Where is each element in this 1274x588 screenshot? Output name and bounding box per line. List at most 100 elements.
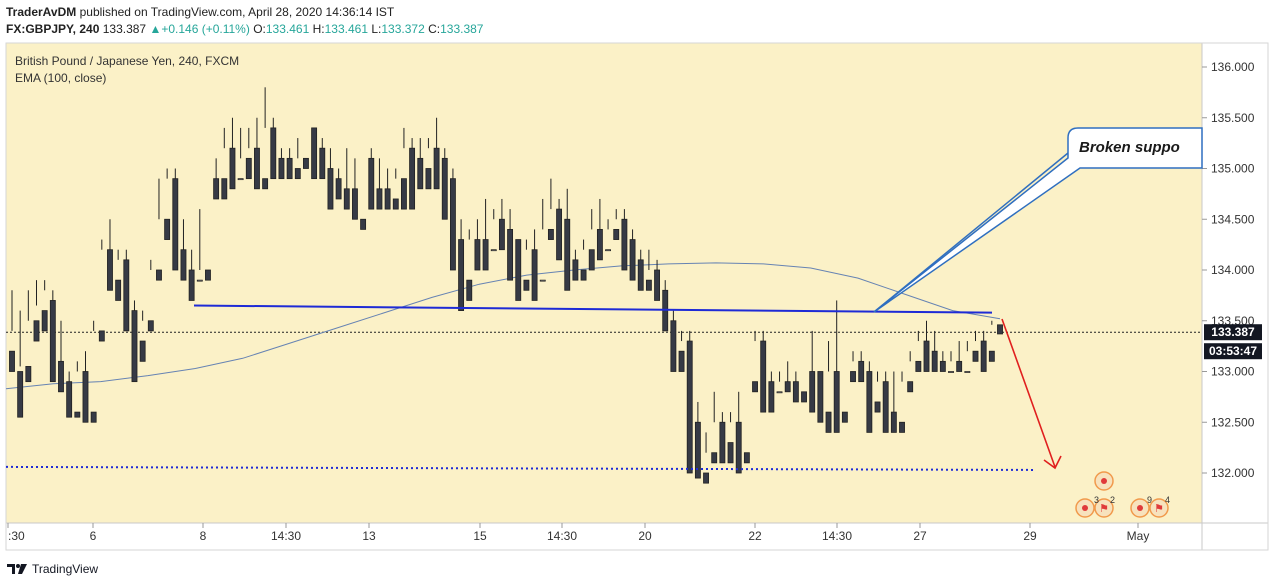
candle-body — [343, 188, 350, 210]
candle-body — [335, 178, 342, 200]
callout-pointer — [873, 152, 1069, 313]
candle-body — [727, 442, 734, 464]
event-markers[interactable]: ⚑ 3 2 ⚑ 9 4 — [1075, 471, 1170, 518]
x-tick-label: :30 — [8, 529, 25, 543]
candle-body — [286, 157, 293, 180]
candle-body — [515, 239, 522, 301]
candle-body — [980, 340, 987, 372]
candle-body — [303, 157, 309, 169]
candle-body — [180, 249, 187, 281]
candle-body — [107, 249, 113, 291]
candle-body — [278, 157, 285, 180]
publish-info: TraderAvDM published on TradingView.com,… — [6, 5, 394, 19]
event-marker-icon[interactable] — [1149, 498, 1169, 518]
candle-body — [507, 228, 514, 281]
price-chart[interactable]: 136.000135.500135.000134.500134.000133.5… — [0, 40, 1274, 552]
symbol-label: FX:GBPJPY, 240 — [6, 22, 100, 36]
candle-body — [66, 381, 73, 418]
candle-body — [997, 324, 1003, 335]
callout[interactable]: Broken suppo — [873, 127, 1203, 313]
publish-text: published on TradingView.com, April 28, … — [79, 5, 395, 19]
event-marker-icon[interactable] — [1094, 498, 1114, 518]
candle-body — [466, 279, 473, 301]
candle-body — [498, 218, 505, 251]
candle-body — [752, 381, 758, 393]
y-tick-label: 133.000 — [1211, 365, 1255, 379]
candle-body — [523, 279, 530, 291]
candle-body — [237, 178, 244, 181]
x-tick-label: 20 — [638, 529, 652, 543]
candle-body — [417, 157, 424, 190]
ema-line[interactable] — [5, 262, 1001, 390]
candle-body — [833, 371, 840, 433]
event-dot-icon — [1082, 505, 1088, 511]
x-tick-label: 27 — [913, 529, 927, 543]
candle-body — [58, 360, 64, 393]
candle-body — [547, 228, 554, 240]
candles[interactable] — [9, 87, 1003, 484]
tradingview-logo-icon[interactable] — [6, 562, 28, 576]
support-line[interactable] — [193, 304, 993, 314]
y-tick-label: 135.000 — [1211, 162, 1255, 176]
flag-dot-icon — [1101, 478, 1107, 484]
x-tick-label: 29 — [1023, 529, 1037, 543]
candle-body — [123, 259, 130, 332]
candle-body — [678, 350, 685, 372]
candle-body — [441, 157, 448, 220]
candle-body — [172, 178, 179, 271]
candle-body — [25, 366, 32, 383]
y-tick-label: 132.500 — [1211, 415, 1255, 429]
candle-body — [327, 168, 334, 210]
candle-body — [17, 371, 24, 418]
target-line[interactable] — [5, 465, 1035, 471]
candle-body — [376, 188, 383, 210]
candle-body — [564, 218, 571, 291]
plot-area[interactable] — [6, 43, 1202, 523]
candle-body — [915, 360, 922, 372]
candle-body — [270, 127, 277, 180]
candle-body — [401, 178, 407, 210]
candle-body — [9, 350, 15, 372]
candle-body — [923, 340, 930, 372]
candle-body — [841, 411, 848, 423]
x-tick-label: 22 — [748, 529, 762, 543]
up-arrow-icon: ▲ — [149, 22, 162, 36]
candle-body — [964, 371, 971, 373]
tradingview-brand[interactable]: TradingView — [32, 562, 99, 576]
candle-body — [858, 360, 865, 383]
candle-body — [605, 249, 611, 252]
candle-body — [49, 300, 56, 383]
candle-body — [629, 239, 636, 281]
candle-body — [686, 340, 693, 474]
candle-body — [817, 371, 824, 423]
candle-body — [760, 340, 767, 413]
candle-body — [262, 178, 269, 190]
candle-body — [637, 259, 644, 291]
candle-body — [352, 188, 358, 220]
candle-body — [449, 178, 456, 271]
footer: TradingView — [6, 562, 98, 576]
down-arrow[interactable] — [1001, 318, 1062, 470]
candle-body — [425, 168, 432, 190]
candle-body — [694, 421, 701, 479]
price-axis[interactable]: 136.000135.500135.000134.500134.000133.5… — [1202, 60, 1255, 480]
candle-body — [254, 147, 260, 190]
x-tick-label: May — [1127, 529, 1150, 543]
high-label: H: — [312, 22, 325, 36]
candle-body — [972, 350, 979, 362]
callout-box[interactable] — [873, 127, 1203, 313]
candle-body — [205, 269, 211, 281]
marker-count: 9 — [1147, 495, 1152, 505]
candle-body — [670, 320, 677, 372]
candle-body — [809, 371, 816, 413]
candle-body — [613, 228, 620, 240]
high-value: 133.461 — [324, 22, 368, 36]
candle-body — [156, 269, 162, 281]
price-badge: 133.387 03:53:47 — [1204, 324, 1262, 360]
author-name[interactable]: TraderAvDM — [6, 5, 77, 19]
x-tick-label: 13 — [362, 529, 376, 543]
time-axis[interactable]: :30 6 8 14:30 13 15 14:30 20 22 14:30 27 29 May — [7, 523, 1150, 543]
candle-body — [735, 421, 742, 474]
candle-body — [458, 239, 465, 312]
candle-body — [490, 249, 497, 252]
